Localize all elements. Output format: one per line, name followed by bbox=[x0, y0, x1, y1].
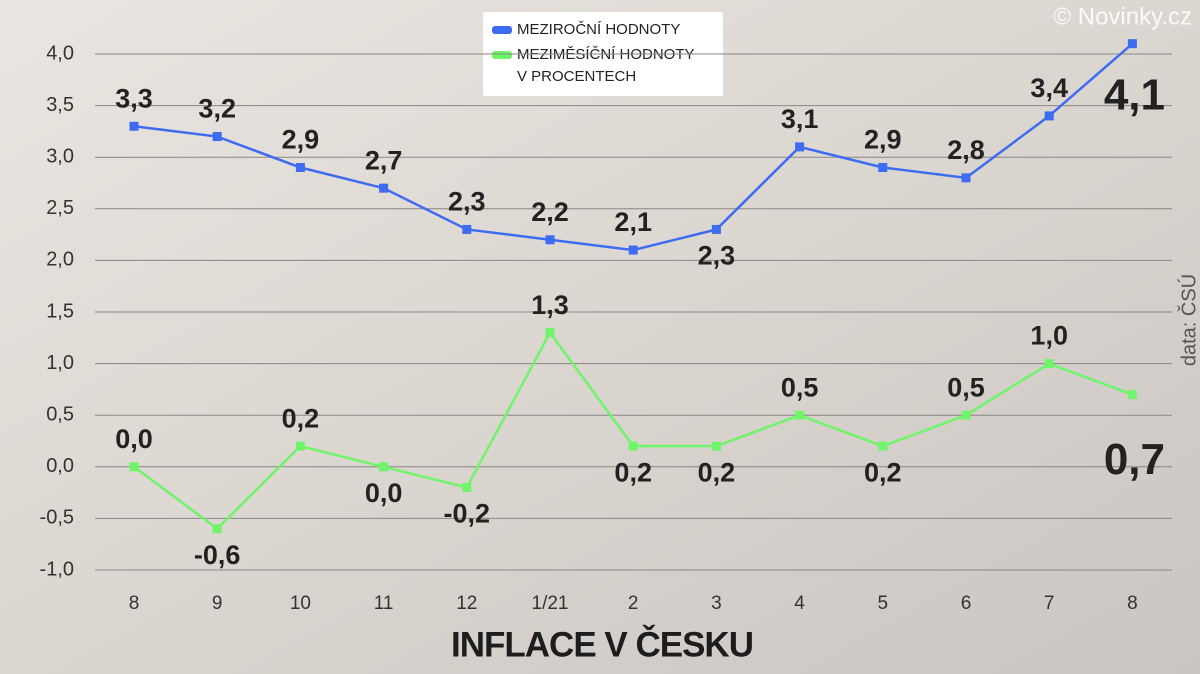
legend-label: MEZIROČNÍ HODNOTY bbox=[517, 21, 680, 38]
y-tick-label: 3,5 bbox=[46, 94, 74, 116]
data-label: 0,0 bbox=[115, 424, 153, 454]
source: data: ČSÚ bbox=[1177, 274, 1200, 366]
x-tick-label: 1/21 bbox=[532, 593, 569, 614]
x-tick-label: 6 bbox=[961, 593, 972, 614]
y-tick-label: -0,5 bbox=[40, 507, 74, 529]
data-label: 0,2 bbox=[282, 403, 320, 433]
y-tick-label: 4,0 bbox=[46, 42, 74, 64]
y-tick-label: 0,0 bbox=[46, 455, 74, 477]
x-tick-label: 11 bbox=[374, 593, 394, 614]
data-label: 2,8 bbox=[947, 135, 985, 165]
point bbox=[628, 245, 638, 255]
point bbox=[462, 224, 472, 234]
data-label: 3,4 bbox=[1030, 73, 1068, 103]
point bbox=[295, 441, 305, 451]
legend-note: V PROCENTECH bbox=[517, 68, 636, 85]
point bbox=[878, 163, 888, 173]
x-tick-label: 8 bbox=[1127, 593, 1138, 614]
y-tick-label: 2,0 bbox=[46, 249, 74, 271]
y-tick-label: 0,5 bbox=[46, 403, 74, 425]
point bbox=[795, 142, 805, 152]
data-label: 2,2 bbox=[531, 197, 569, 227]
point bbox=[295, 163, 305, 173]
data-label: 3,3 bbox=[115, 83, 153, 113]
data-label: 2,3 bbox=[448, 187, 486, 217]
data-label: 3,1 bbox=[781, 104, 819, 134]
point bbox=[212, 524, 222, 534]
point bbox=[795, 410, 805, 420]
data-label: 2,1 bbox=[614, 207, 652, 237]
chart-title: INFLACE V ČESKU bbox=[451, 624, 753, 664]
point bbox=[545, 235, 555, 245]
x-tick-label: 4 bbox=[794, 593, 805, 614]
point bbox=[212, 132, 222, 142]
point bbox=[379, 462, 389, 472]
point bbox=[129, 121, 139, 131]
point bbox=[462, 482, 472, 492]
x-tick-label: 8 bbox=[129, 593, 140, 614]
x-tick-label: 9 bbox=[212, 593, 223, 614]
y-tick-label: -1,0 bbox=[40, 558, 74, 580]
data-label: 2,3 bbox=[698, 241, 736, 271]
data-label: 3,2 bbox=[198, 94, 236, 124]
x-tick-label: 7 bbox=[1044, 593, 1055, 614]
data-label: 2,7 bbox=[365, 145, 403, 175]
legend-swatch bbox=[492, 51, 512, 59]
data-label: 0,5 bbox=[781, 372, 819, 402]
point bbox=[1127, 390, 1137, 400]
point bbox=[1127, 39, 1137, 49]
y-tick-label: 1,0 bbox=[46, 352, 74, 374]
point bbox=[1044, 111, 1054, 121]
data-label: 0,7 bbox=[1104, 435, 1165, 484]
y-tick-label: 2,5 bbox=[46, 197, 74, 219]
x-tick-label: 2 bbox=[628, 593, 639, 614]
point bbox=[628, 441, 638, 451]
legend-swatch bbox=[492, 26, 512, 34]
y-tick-label: 1,5 bbox=[46, 300, 74, 322]
point bbox=[129, 462, 139, 472]
point bbox=[878, 441, 888, 451]
data-label: 1,0 bbox=[1030, 321, 1068, 351]
x-tick-label: 12 bbox=[456, 593, 477, 614]
data-label: 2,9 bbox=[864, 125, 902, 155]
point bbox=[379, 183, 389, 193]
data-label: 4,1 bbox=[1104, 70, 1165, 119]
point bbox=[1044, 359, 1054, 369]
data-label: 1,3 bbox=[531, 290, 569, 320]
y-tick-label: 3,0 bbox=[46, 145, 74, 167]
data-label: -0,6 bbox=[194, 540, 241, 570]
point bbox=[961, 173, 971, 183]
data-label: 0,2 bbox=[698, 457, 736, 487]
point bbox=[711, 441, 721, 451]
point bbox=[711, 224, 721, 234]
x-tick-label: 5 bbox=[878, 593, 889, 614]
x-tick-label: 10 bbox=[290, 593, 311, 614]
data-label: 0,5 bbox=[947, 372, 985, 402]
point bbox=[961, 410, 971, 420]
data-label: 2,9 bbox=[282, 125, 320, 155]
point bbox=[545, 328, 555, 338]
data-label: 0,0 bbox=[365, 478, 403, 508]
data-label: -0,2 bbox=[444, 499, 491, 529]
data-label: 0,2 bbox=[614, 457, 652, 487]
data-label: 0,2 bbox=[864, 457, 902, 487]
watermark: © Novinky.cz bbox=[1053, 3, 1192, 30]
x-tick-label: 3 bbox=[711, 593, 722, 614]
